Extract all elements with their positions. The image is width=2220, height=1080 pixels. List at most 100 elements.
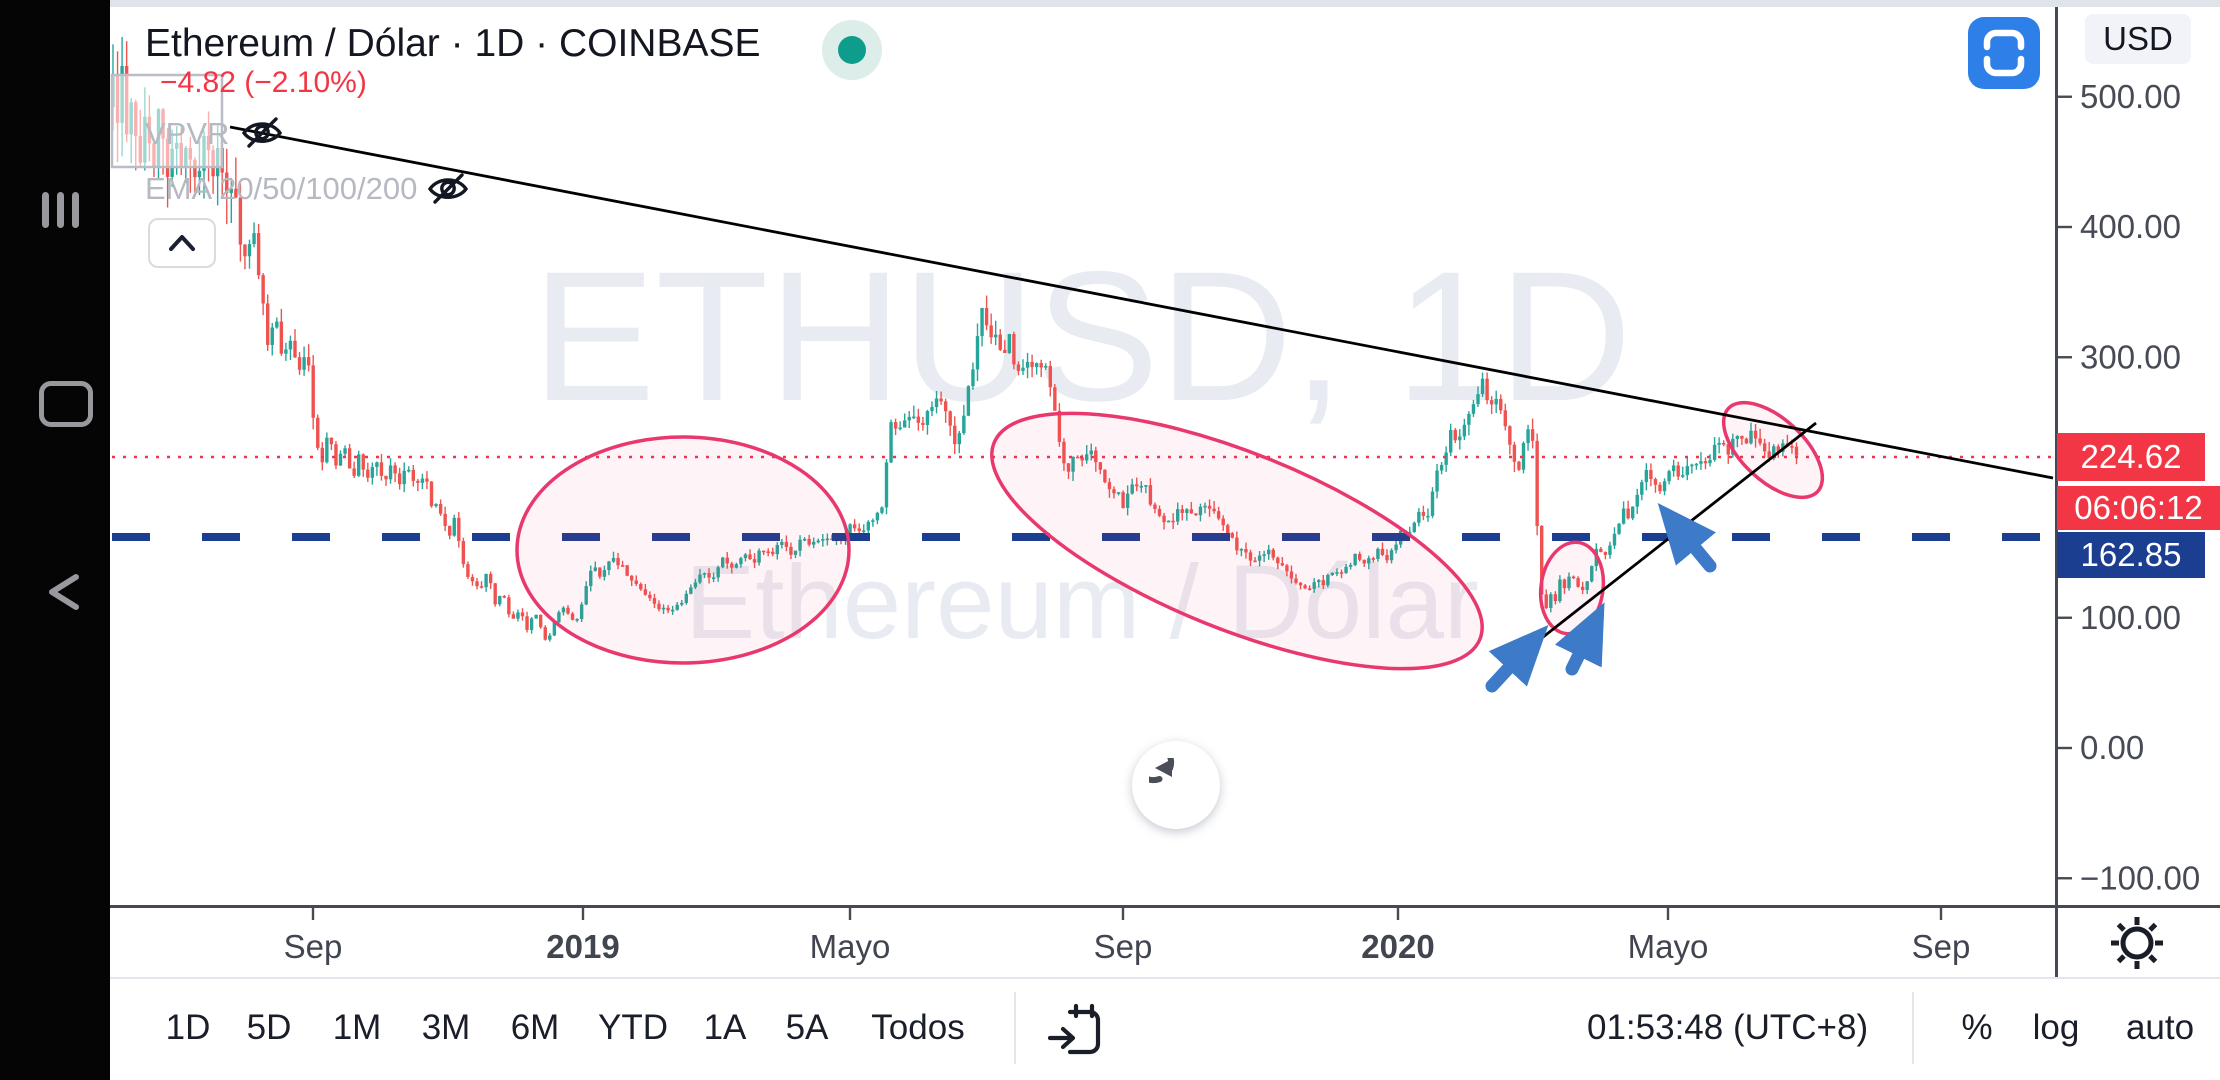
candle-body <box>1776 446 1780 452</box>
go-to-date-icon[interactable] <box>1046 1000 1108 1062</box>
chart-settings-gear-icon[interactable] <box>2106 912 2168 974</box>
candle-body <box>934 398 939 407</box>
range-button-ytd[interactable]: YTD <box>598 1008 668 1047</box>
candle-body <box>1549 594 1553 608</box>
watermark-symbol: ETHUSD, 1D <box>532 234 1632 440</box>
candle-body <box>1257 555 1262 561</box>
candle-body <box>347 448 352 469</box>
candle-body <box>1226 525 1230 534</box>
candle-body <box>743 554 748 559</box>
range-button-todos[interactable]: Todos <box>871 1008 965 1047</box>
candle-body <box>884 462 889 508</box>
candle-body <box>1608 545 1612 555</box>
candle-body <box>256 233 261 276</box>
collapse-legend-button[interactable] <box>148 218 216 268</box>
candle-body <box>1016 364 1021 371</box>
candle-body <box>816 540 820 543</box>
time-tick-label: Sep <box>284 928 343 965</box>
range-button-3m[interactable]: 3M <box>421 1008 471 1047</box>
candle-body <box>984 308 989 326</box>
candle-body <box>1062 441 1066 464</box>
reset-chart-button[interactable] <box>1132 741 1220 829</box>
scale-button-percent[interactable]: % <box>1961 1008 1993 1047</box>
vpvr-range-box[interactable] <box>110 73 224 169</box>
scale-button-log[interactable]: log <box>2032 1008 2080 1047</box>
range-button-1d[interactable]: 1D <box>165 1008 211 1047</box>
candle-body <box>589 570 593 587</box>
candle-body <box>498 596 502 605</box>
descending-trendline[interactable] <box>229 125 2054 480</box>
recents-icon[interactable] <box>0 180 110 240</box>
range-button-5a[interactable]: 5A <box>785 1008 829 1047</box>
candle-body <box>1790 446 1794 448</box>
candle-body <box>316 417 320 448</box>
eye-off-icon[interactable] <box>424 164 472 212</box>
candle-body <box>470 576 475 582</box>
candle-body <box>1166 520 1171 523</box>
price-axis[interactable]: 500.00 400.00 300.00 100.00 0.00 −100.00 <box>2058 78 2200 897</box>
candle-body <box>311 365 315 418</box>
annotation-arrow[interactable] <box>1554 602 1605 676</box>
price-axis-border <box>2055 7 2058 977</box>
candle-body <box>957 433 961 445</box>
annotation-ellipse[interactable] <box>961 361 1513 720</box>
candle-body <box>1494 398 1498 405</box>
candle-body <box>320 447 324 463</box>
clock-utc-label[interactable]: 01:53:48 (UTC+8) <box>1587 1008 1869 1047</box>
candle-body <box>1671 465 1676 472</box>
candle-body <box>425 478 429 482</box>
candle-body <box>1794 446 1799 456</box>
annotation-arrow[interactable] <box>1485 625 1549 693</box>
candle-body <box>1530 429 1535 441</box>
candle-body <box>1380 548 1385 555</box>
candle-body <box>1744 438 1749 444</box>
candle-body <box>898 427 902 430</box>
candle-body <box>1089 450 1093 455</box>
time-tick-label: 2019 <box>546 928 619 965</box>
candle-body <box>1485 378 1489 401</box>
range-button-6m[interactable]: 6M <box>510 1008 560 1047</box>
indicator-vpvr-label[interactable]: VPVR <box>145 116 230 151</box>
candle-body <box>1635 494 1639 507</box>
annotation-arrow[interactable] <box>1657 502 1717 573</box>
candle-body <box>584 586 588 605</box>
time-axis[interactable]: Sep 2019 Mayo Sep 2020 Mayo Sep <box>284 908 1971 965</box>
candle-body <box>975 336 980 370</box>
toolbar-separator <box>110 977 2220 979</box>
candle-body <box>711 577 716 580</box>
candle-body <box>570 613 575 620</box>
candle-body <box>520 612 525 617</box>
range-button-5d[interactable]: 5D <box>246 1008 292 1047</box>
range-button-1m[interactable]: 1M <box>332 1008 382 1047</box>
candle-body <box>1762 443 1767 452</box>
candle-body <box>279 321 284 354</box>
candle-body <box>1048 366 1052 388</box>
candle-body <box>1262 554 1266 556</box>
candle-body <box>420 478 425 483</box>
eye-off-icon[interactable] <box>238 108 286 156</box>
candle-body <box>1335 572 1339 574</box>
candle-body <box>1212 508 1216 512</box>
back-icon[interactable] <box>30 565 90 620</box>
price-tick-label: 0.00 <box>2080 729 2144 766</box>
candle-body <box>1694 463 1699 466</box>
scale-button-auto[interactable]: auto <box>2125 1008 2195 1047</box>
android-navigation-bar <box>0 0 110 1080</box>
range-button-1a[interactable]: 1A <box>703 1008 747 1047</box>
candle-body <box>1626 508 1630 519</box>
candle-body <box>1685 466 1689 476</box>
symbol-title[interactable]: Ethereum / Dólar · 1D · COINBASE <box>145 22 761 65</box>
currency-button[interactable]: USD <box>2085 14 2191 64</box>
fullscreen-button[interactable] <box>1968 17 2040 89</box>
home-icon[interactable] <box>39 381 93 427</box>
candle-body <box>1025 361 1030 368</box>
candle-body <box>889 422 893 463</box>
candle-body <box>1521 443 1526 470</box>
candle-body <box>716 567 720 578</box>
candle-body <box>734 564 739 568</box>
indicator-ema-label[interactable]: EMA 20/50/100/200 <box>145 171 418 206</box>
candle-body <box>953 425 957 445</box>
annotation-ellipse[interactable] <box>515 435 851 665</box>
candle-body <box>288 340 293 350</box>
